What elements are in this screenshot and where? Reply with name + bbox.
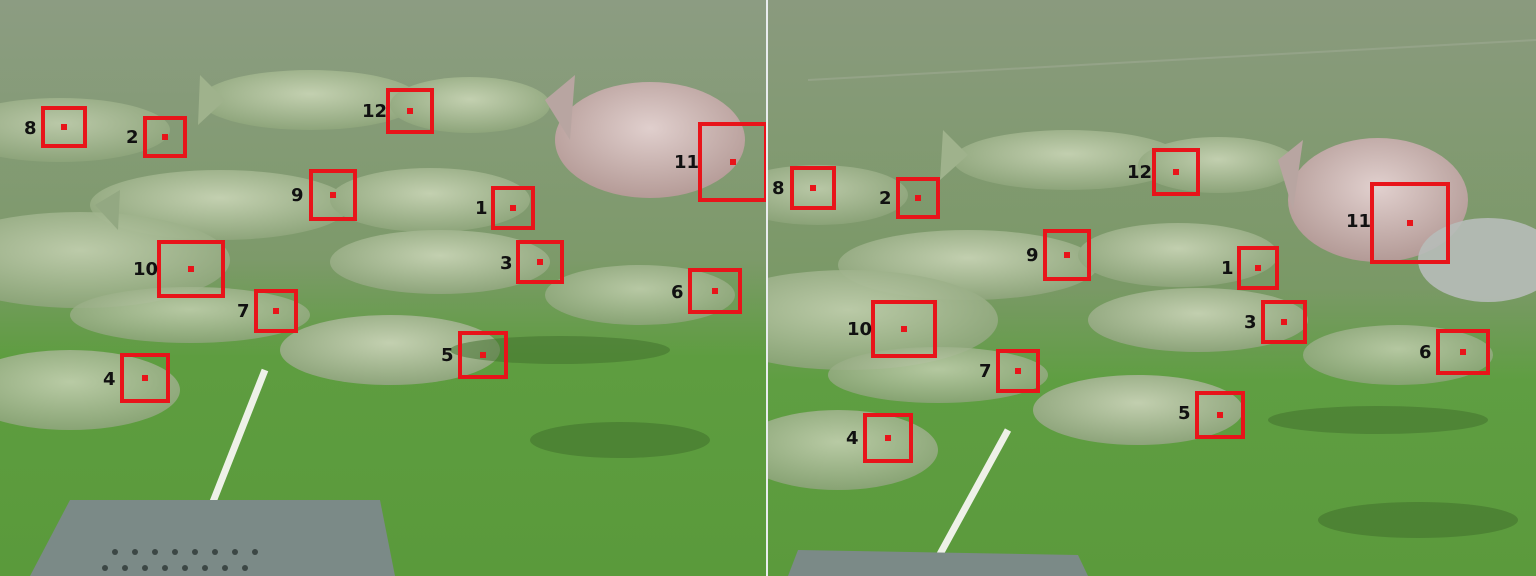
keypoint-dot xyxy=(1064,252,1070,258)
box-label-10: 10 xyxy=(133,259,159,280)
fish-box-2[interactable] xyxy=(896,177,940,219)
keypoint-dot xyxy=(537,259,543,265)
keypoint-dot xyxy=(510,205,516,211)
keypoint-dot xyxy=(730,159,736,165)
keypoint-dot xyxy=(480,352,486,358)
box-label-5: 5 xyxy=(1178,403,1191,424)
keypoint-dot xyxy=(407,108,413,114)
fish-box-10[interactable] xyxy=(157,240,225,298)
keypoint-dot xyxy=(1255,265,1261,271)
fish-box-9[interactable] xyxy=(1043,229,1091,281)
keypoint-dot xyxy=(273,308,279,314)
keypoint-dot xyxy=(162,134,168,140)
fish-box-12[interactable] xyxy=(386,88,434,134)
keypoint-dot xyxy=(1217,412,1223,418)
box-label-8: 8 xyxy=(24,118,37,139)
box-label-7: 7 xyxy=(979,361,992,382)
keypoint-dot xyxy=(1173,169,1179,175)
fish-box-3[interactable] xyxy=(1261,300,1307,344)
box-label-1: 1 xyxy=(1221,258,1234,279)
box-label-4: 4 xyxy=(846,428,859,449)
left-camera-view: 8 2 12 11 9 1 10 3 6 7 5 4 xyxy=(0,0,768,576)
box-label-6: 6 xyxy=(1419,342,1432,363)
fish-box-8[interactable] xyxy=(790,166,836,210)
fish-box-10[interactable] xyxy=(871,300,937,358)
box-label-12: 12 xyxy=(362,101,388,122)
box-label-1: 1 xyxy=(475,198,488,219)
fish-box-8[interactable] xyxy=(41,106,87,148)
keypoint-dot xyxy=(885,435,891,441)
fish-box-2[interactable] xyxy=(143,116,187,158)
fish-box-7[interactable] xyxy=(996,349,1040,393)
fish-box-11[interactable] xyxy=(1370,182,1450,264)
right-camera-view: 8 2 12 11 9 1 3 10 6 7 5 4 xyxy=(768,0,1536,576)
underwater-scene-right xyxy=(768,0,1536,576)
box-label-3: 3 xyxy=(500,253,513,274)
box-label-5: 5 xyxy=(441,345,454,366)
box-label-6: 6 xyxy=(671,282,684,303)
box-label-11: 11 xyxy=(1346,211,1372,232)
keypoint-dot xyxy=(188,266,194,272)
fish-box-6[interactable] xyxy=(688,268,742,314)
box-label-10: 10 xyxy=(847,319,873,340)
keypoint-dot xyxy=(330,192,336,198)
box-label-8: 8 xyxy=(772,178,785,199)
keypoint-dot xyxy=(901,326,907,332)
fish-box-5[interactable] xyxy=(1195,391,1245,439)
fish-box-11[interactable] xyxy=(698,122,768,202)
fish-box-4[interactable] xyxy=(863,413,913,463)
keypoint-dot xyxy=(1281,319,1287,325)
keypoint-dot xyxy=(712,288,718,294)
fish-box-6[interactable] xyxy=(1436,329,1490,375)
keypoint-dot xyxy=(1407,220,1413,226)
fish-box-4[interactable] xyxy=(120,353,170,403)
keypoint-dot xyxy=(1015,368,1021,374)
fish-box-5[interactable] xyxy=(458,331,508,379)
box-label-9: 9 xyxy=(291,185,304,206)
keypoint-dot xyxy=(810,185,816,191)
box-label-9: 9 xyxy=(1026,245,1039,266)
fish-box-12[interactable] xyxy=(1152,148,1200,196)
keypoint-dot xyxy=(142,375,148,381)
keypoint-dot xyxy=(1460,349,1466,355)
fish-box-1[interactable] xyxy=(491,186,535,230)
fish-box-3[interactable] xyxy=(516,240,564,284)
fish-box-1[interactable] xyxy=(1237,246,1279,290)
box-label-2: 2 xyxy=(126,127,139,148)
fish-box-9[interactable] xyxy=(309,169,357,221)
keypoint-dot xyxy=(61,124,67,130)
box-label-4: 4 xyxy=(103,369,116,390)
fish-box-7[interactable] xyxy=(254,289,298,333)
box-label-11: 11 xyxy=(674,152,700,173)
box-label-2: 2 xyxy=(879,188,892,209)
box-label-7: 7 xyxy=(237,301,250,322)
box-label-12: 12 xyxy=(1127,162,1153,183)
box-label-3: 3 xyxy=(1244,312,1257,333)
underwater-scene-left xyxy=(0,0,768,576)
keypoint-dot xyxy=(915,195,921,201)
